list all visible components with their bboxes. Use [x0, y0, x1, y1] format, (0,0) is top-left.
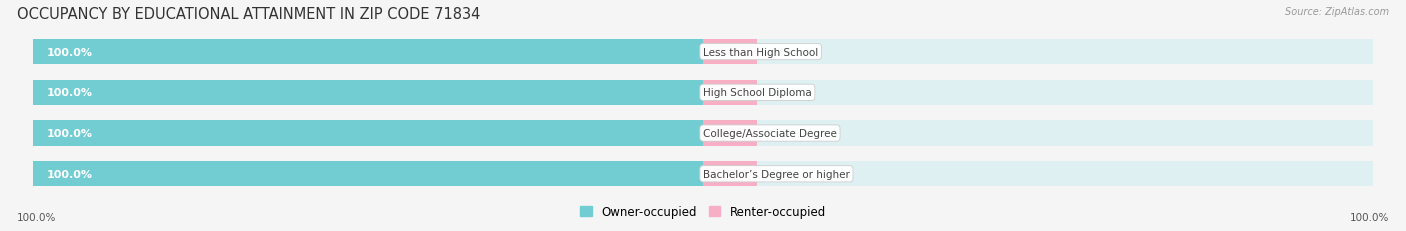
Text: Source: ZipAtlas.com: Source: ZipAtlas.com — [1285, 7, 1389, 17]
Text: 0.0%: 0.0% — [770, 169, 796, 179]
Text: 0.0%: 0.0% — [770, 47, 796, 57]
Text: OCCUPANCY BY EDUCATIONAL ATTAINMENT IN ZIP CODE 71834: OCCUPANCY BY EDUCATIONAL ATTAINMENT IN Z… — [17, 7, 481, 22]
Text: Bachelor’s Degree or higher: Bachelor’s Degree or higher — [703, 169, 849, 179]
Bar — [34, 161, 1372, 187]
Text: 100.0%: 100.0% — [1350, 212, 1389, 222]
Legend: Owner-occupied, Renter-occupied: Owner-occupied, Renter-occupied — [575, 201, 831, 223]
Text: High School Diploma: High School Diploma — [703, 88, 811, 98]
Bar — [703, 40, 756, 65]
Bar — [34, 121, 703, 146]
Bar — [34, 121, 1372, 146]
Text: College/Associate Degree: College/Associate Degree — [703, 128, 837, 138]
Bar — [34, 161, 703, 187]
Text: 100.0%: 100.0% — [46, 128, 93, 138]
Text: 0.0%: 0.0% — [770, 128, 796, 138]
Text: 100.0%: 100.0% — [46, 169, 93, 179]
Bar — [34, 80, 703, 106]
Text: 100.0%: 100.0% — [46, 47, 93, 57]
Bar — [703, 80, 756, 106]
Bar — [34, 40, 703, 65]
Bar — [34, 80, 1372, 106]
Text: Less than High School: Less than High School — [703, 47, 818, 57]
Bar — [34, 40, 1372, 65]
Text: 100.0%: 100.0% — [46, 88, 93, 98]
Text: 0.0%: 0.0% — [770, 88, 796, 98]
Bar — [703, 161, 756, 187]
Bar — [703, 121, 756, 146]
Text: 100.0%: 100.0% — [17, 212, 56, 222]
